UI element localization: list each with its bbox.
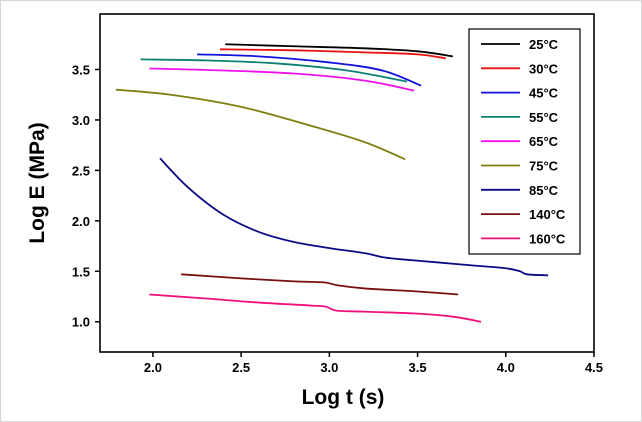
legend-label: 140°C <box>529 207 566 222</box>
legend-label: 85°C <box>529 183 559 198</box>
series-lines <box>115 43 549 323</box>
y-tick-label: 1.0 <box>72 315 90 330</box>
x-tick-label: 3.0 <box>320 360 338 375</box>
series-line-30Cc <box>219 48 446 60</box>
series-line-85Cc <box>159 157 549 277</box>
x-tick-label: 4.5 <box>585 360 603 375</box>
x-tick-label: 2.0 <box>144 360 162 375</box>
legend-label: 75°C <box>529 159 559 174</box>
series-line-160Cc <box>149 293 482 323</box>
x-tick-label: 4.0 <box>497 360 515 375</box>
series-line-140Cc <box>181 273 459 296</box>
axis-ticks: 2.0 2.5 3.0 3.5 4.0 4.5 1.0 1.5 2.0 2.5 3.0 3.5 <box>72 62 603 375</box>
y-axis-title: Log E (MPa) <box>26 122 49 243</box>
series-line-25Cc <box>225 43 453 58</box>
y-tick-label: 3.5 <box>72 62 90 77</box>
y-tick-label: 1.5 <box>72 264 90 279</box>
x-tick-label: 3.5 <box>409 360 427 375</box>
legend-label: 55°C <box>529 110 559 125</box>
legend-label: 160°C <box>529 231 566 246</box>
y-tick-label: 3.0 <box>72 113 90 128</box>
y-tick-label: 2.0 <box>72 214 90 229</box>
legend: 25°C 30°C 45°C 55°C 65°C 75°C 85°C 140°C 160°C <box>468 28 581 255</box>
series-line-75Cc <box>115 88 406 161</box>
x-tick-label: 2.5 <box>232 360 250 375</box>
legend-label: 25°C <box>529 37 559 52</box>
series-line-55Cc <box>140 58 408 83</box>
legend-label: 30°C <box>529 61 559 76</box>
legend-label: 45°C <box>529 86 559 101</box>
x-axis-title: Log t (s) <box>302 386 385 409</box>
legend-label: 65°C <box>529 134 559 149</box>
series-line-45Cc <box>197 53 422 87</box>
series-line-65Cc <box>149 67 415 92</box>
y-tick-label: 2.5 <box>72 163 90 178</box>
